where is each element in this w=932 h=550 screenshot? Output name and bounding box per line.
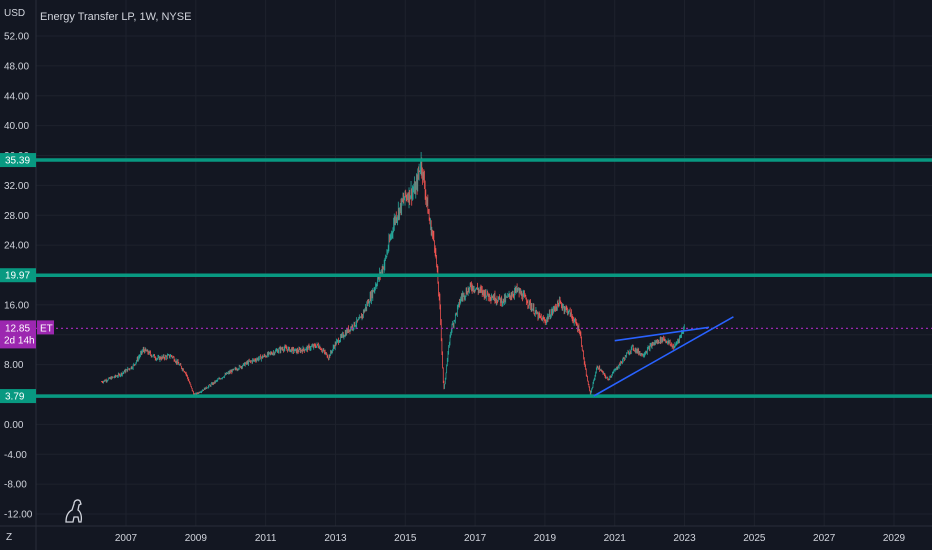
trendline <box>593 316 734 397</box>
x-tick-label: 2011 <box>255 533 277 544</box>
y-tick-label: 32.00 <box>4 181 29 192</box>
x-tick-label: 2029 <box>883 533 906 544</box>
x-tick-label: 2013 <box>324 533 347 544</box>
x-tick-label: 2025 <box>743 533 766 544</box>
level-price-tag <box>0 153 36 168</box>
y-tick-label: 48.00 <box>4 61 29 72</box>
x-tick-label: 2019 <box>534 533 557 544</box>
zoom-mode-icon[interactable]: Z <box>6 532 12 543</box>
x-tick-label: 2017 <box>464 533 487 544</box>
y-tick-label: 52.00 <box>4 32 29 43</box>
y-tick-label: 24.00 <box>4 241 29 252</box>
level-price-tag <box>0 268 36 283</box>
x-tick-label: 2021 <box>604 533 627 544</box>
countdown-label: 2d 14h <box>4 335 35 346</box>
x-tick-label: 2023 <box>673 533 696 544</box>
y-tick-label: -8.00 <box>4 480 27 491</box>
y-tick-label: -12.00 <box>4 510 33 521</box>
y-tick-label: -4.00 <box>4 450 27 461</box>
time-axis[interactable]: 2007 2009 2011 2013 2015 2017 2019 2021 2023 2025… <box>115 533 906 544</box>
y-tick-label: 8.00 <box>4 360 24 371</box>
level-price-label: 19.97 <box>5 271 30 282</box>
y-tick-label: 0.00 <box>4 420 24 431</box>
y-tick-label: 44.00 <box>4 91 29 102</box>
dino-logo-icon[interactable] <box>65 499 83 523</box>
symbol-tag <box>37 320 54 335</box>
current-price-label: 12.85 <box>5 323 30 334</box>
y-tick-label: 28.00 <box>4 211 29 222</box>
y-tick-label: 40.00 <box>4 121 29 132</box>
y-tick-label: 16.00 <box>4 300 29 311</box>
x-tick-label: 2015 <box>394 533 417 544</box>
symbol-label: ET <box>40 323 53 334</box>
level-price-label: 35.39 <box>5 156 30 167</box>
currency-label: USD <box>4 8 25 19</box>
candlestick-series <box>101 152 685 397</box>
x-tick-label: 2009 <box>185 533 208 544</box>
level-price-label: 3.79 <box>5 392 25 403</box>
x-tick-label: 2027 <box>813 533 836 544</box>
horizontal-levels[interactable] <box>36 158 932 398</box>
trendline <box>614 326 710 342</box>
trendlines[interactable] <box>593 316 734 397</box>
chart-title: Energy Transfer LP, 1W, NYSE <box>40 11 191 23</box>
current-price-tag <box>0 320 36 349</box>
level-price-tag <box>0 389 36 404</box>
x-tick-label: 2007 <box>115 533 138 544</box>
